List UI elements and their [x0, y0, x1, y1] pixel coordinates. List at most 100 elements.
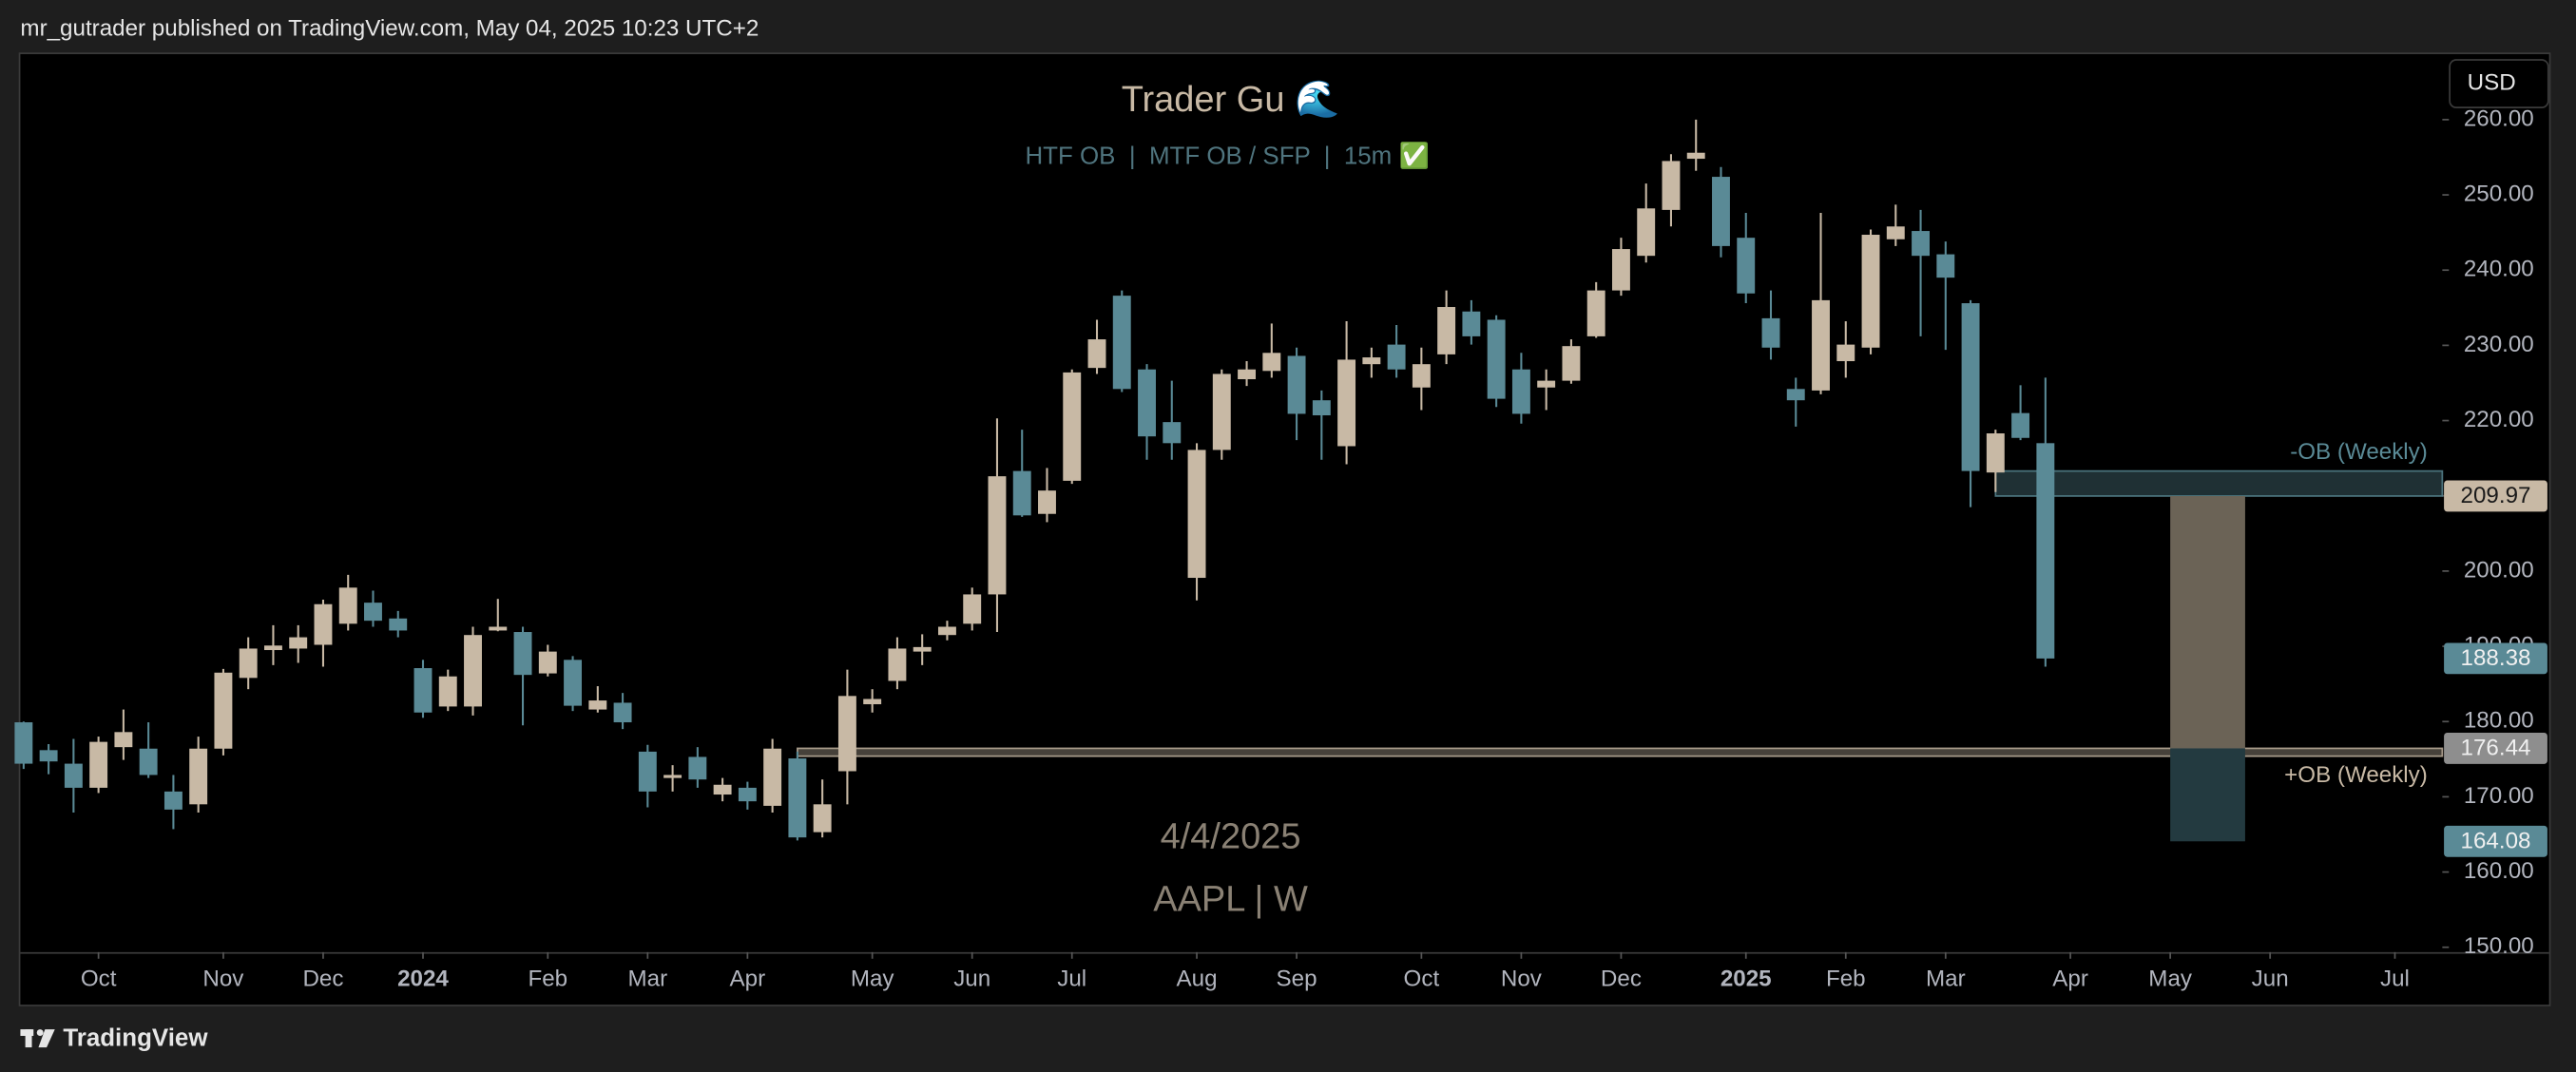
x-tick-label: May	[851, 967, 895, 992]
x-tick-label: Apr	[730, 967, 766, 992]
candle-body	[1537, 380, 1556, 388]
candle-body	[464, 635, 482, 707]
y-tick-label: 240.00	[2464, 257, 2534, 282]
y-tick-label: 250.00	[2464, 181, 2534, 206]
watermark-symbol: AAPL | W	[1153, 879, 1308, 919]
candle-body	[89, 741, 108, 788]
candle-body	[489, 626, 508, 631]
candle-body	[1462, 311, 1481, 336]
candle-body	[1362, 357, 1381, 365]
position-target-area	[2170, 495, 2245, 749]
currency-button[interactable]	[2449, 59, 2549, 109]
candle-body	[1511, 369, 1530, 414]
candle-body	[513, 632, 532, 676]
chart-frame	[18, 52, 2551, 1006]
candle-body	[1861, 235, 1880, 348]
candle-body	[438, 676, 457, 707]
candle-body	[1737, 238, 1756, 294]
candle-body	[538, 651, 557, 674]
candle-body	[1961, 303, 1980, 471]
candle-body	[1112, 296, 1131, 390]
candle-body	[1786, 389, 1805, 401]
x-tick-label: Nov	[1501, 967, 1542, 992]
candle-body	[1187, 450, 1206, 579]
candle-body	[1487, 319, 1506, 399]
chart-title: Trader Gu 🌊	[1122, 78, 1340, 120]
x-tick-label: Apr	[2052, 967, 2088, 992]
candle-body	[763, 748, 782, 806]
candle-body	[189, 748, 208, 805]
candle-body	[613, 702, 632, 723]
candle-body	[1138, 369, 1156, 437]
candle-body	[1662, 161, 1681, 210]
y-tick-label: 220.00	[2464, 407, 2534, 432]
candle-body	[1611, 249, 1630, 291]
candle-body	[14, 722, 33, 764]
candle-body	[413, 668, 433, 713]
y-tick-label: 160.00	[2464, 858, 2534, 884]
candle-body	[1712, 177, 1730, 246]
y-tick-label: 170.00	[2464, 783, 2534, 809]
candle-body	[937, 626, 956, 636]
y-tick-label: 260.00	[2464, 105, 2534, 131]
x-tick-label: Nov	[202, 967, 243, 992]
candle-body	[1238, 369, 1257, 380]
candle-body	[713, 784, 732, 795]
ob-zone	[1994, 469, 2444, 497]
candle-body	[1686, 152, 1705, 160]
x-tick-label: May	[2148, 967, 2193, 992]
x-tick-label: Mar	[628, 967, 668, 992]
x-tick-label: Jun	[2252, 967, 2289, 992]
candle-body	[338, 587, 357, 624]
candle-body	[588, 700, 607, 710]
candle-body	[863, 699, 882, 705]
price-badge-label: 176.44	[2461, 736, 2531, 761]
x-tick-label: Jun	[953, 967, 990, 992]
footer-brand: TradingView	[63, 1024, 208, 1051]
candle-body	[239, 648, 258, 679]
candle-body	[1586, 290, 1605, 336]
price-badge-label: 209.97	[2461, 483, 2531, 508]
candle-body	[1812, 299, 1830, 391]
x-tick-label: Dec	[1601, 967, 1642, 992]
candle-body	[1936, 254, 1955, 278]
x-tick-label: Mar	[1926, 967, 1966, 992]
y-tick-label: 200.00	[2464, 557, 2534, 583]
candle-body	[888, 648, 907, 681]
candle-body	[837, 696, 856, 772]
candle-body	[64, 763, 83, 788]
candle-body	[663, 775, 682, 778]
tradingview-logo	[20, 1029, 55, 1048]
candle-body	[738, 787, 757, 802]
candle-body	[1312, 400, 1331, 416]
x-tick-label: Feb	[1826, 967, 1866, 992]
candle-body	[364, 603, 382, 622]
candle-body	[1387, 344, 1406, 370]
candle-body	[813, 804, 832, 833]
candle-body	[263, 645, 282, 651]
candle-body	[1262, 353, 1281, 372]
candle-body	[1437, 307, 1456, 354]
x-tick-label: Sep	[1277, 967, 1317, 992]
x-tick-label: Oct	[81, 967, 117, 992]
candle-body	[963, 594, 982, 624]
candle-body	[1063, 372, 1082, 481]
price-badge-label: 164.08	[2461, 829, 2531, 854]
candle-body	[1912, 231, 1931, 257]
x-tick-label: Jul	[2380, 967, 2410, 992]
x-tick-label: Oct	[1404, 967, 1440, 992]
candle-body	[788, 758, 807, 838]
candle-body	[1337, 359, 1356, 447]
price-badge-label: 188.38	[2461, 645, 2531, 671]
x-tick-label: Jul	[1057, 967, 1086, 992]
candle-body	[163, 791, 183, 810]
candle-body	[389, 618, 408, 631]
candle-body	[1637, 208, 1656, 257]
candle-body	[1163, 422, 1182, 444]
candle-body	[564, 660, 583, 706]
position-stop-area	[2170, 748, 2245, 842]
candle-body	[2011, 412, 2030, 438]
candle-body	[139, 748, 158, 775]
